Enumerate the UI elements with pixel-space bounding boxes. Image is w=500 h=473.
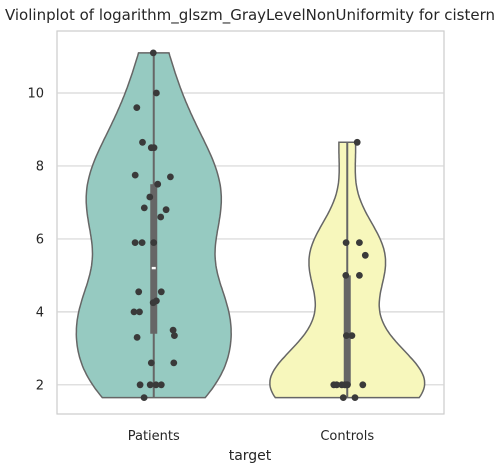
data-point: [353, 138, 361, 146]
data-point: [135, 288, 143, 296]
data-point: [162, 206, 170, 214]
data-point: [150, 144, 158, 152]
data-point: [140, 394, 148, 401]
data-point: [153, 89, 160, 97]
data-point: [149, 299, 157, 307]
data-point: [342, 239, 350, 247]
y-tick-label: 2: [36, 378, 44, 393]
data-point: [356, 272, 363, 279]
data-point: [167, 173, 174, 181]
data-point: [339, 394, 347, 401]
data-point: [133, 334, 141, 341]
data-point: [157, 213, 165, 221]
data-point: [131, 239, 139, 247]
x-tick-label: Controls: [320, 429, 374, 444]
data-point: [133, 104, 141, 111]
data-point: [330, 381, 338, 389]
data-point: [149, 49, 157, 57]
x-tick-labels: Patients Controls: [128, 429, 375, 444]
x-tick-label: Patients: [128, 429, 180, 444]
data-point: [154, 180, 162, 188]
iqr-box-patients: [150, 184, 158, 334]
data-point: [157, 288, 165, 296]
data-point: [170, 359, 178, 367]
y-tick-label: 10: [27, 87, 44, 102]
data-point: [140, 204, 148, 212]
y-tick-label: 6: [36, 232, 44, 247]
data-point: [131, 171, 139, 179]
iqr-box-controls: [343, 275, 351, 385]
data-point: [351, 394, 359, 401]
y-tick-label: 4: [36, 305, 44, 320]
data-point: [147, 359, 155, 367]
data-point: [348, 332, 356, 339]
data-point: [146, 193, 154, 201]
data-point: [139, 138, 146, 146]
data-point: [171, 332, 178, 339]
data-point: [356, 239, 363, 247]
data-point: [150, 239, 158, 247]
data-point: [361, 251, 369, 259]
data-point: [136, 381, 144, 389]
data-point: [130, 308, 138, 316]
data-point: [344, 381, 351, 389]
y-tick-label: 8: [36, 159, 44, 174]
data-point: [169, 326, 177, 334]
x-axis-label: target: [229, 448, 272, 464]
median-marker-patients: [151, 266, 156, 270]
inner-boxes: [150, 52, 351, 398]
strip-points: [130, 49, 369, 401]
y-tick-labels: 2 4 6 8 10: [27, 87, 44, 394]
data-point: [152, 381, 160, 389]
data-point: [359, 381, 367, 389]
chart-title: Violinplot of logarithm_glszm_GrayLevelN…: [5, 6, 495, 25]
data-point: [146, 381, 154, 389]
data-point: [138, 239, 146, 247]
data-point: [343, 332, 350, 339]
data-point: [157, 381, 165, 389]
data-point: [136, 308, 143, 316]
data-point: [342, 272, 350, 279]
